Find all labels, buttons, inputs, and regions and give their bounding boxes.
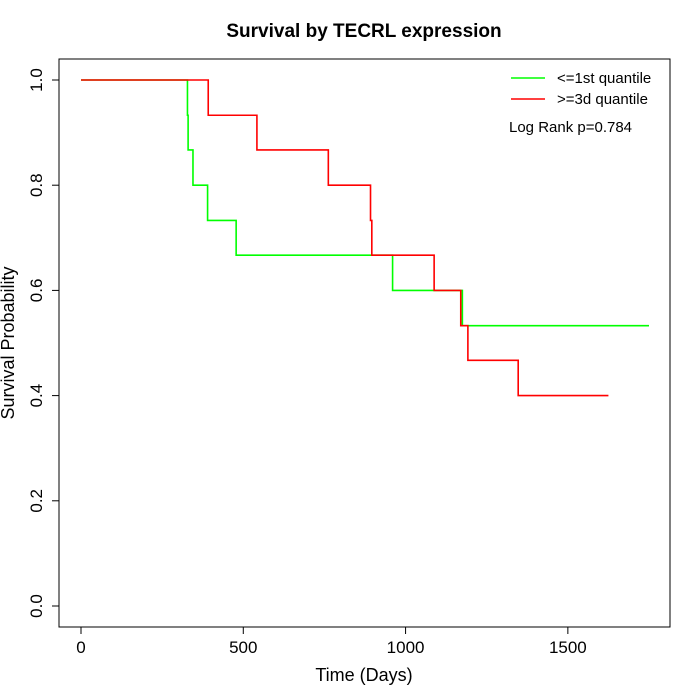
axes: 0 500 1000 1500 0.0 0.2 0.4 0.6 0.8 1.0	[27, 68, 587, 657]
y-tick-label: 0.8	[27, 173, 46, 197]
legend-label: >=3d quantile	[557, 91, 648, 108]
x-tick-label: 0	[76, 638, 85, 657]
y-axis-label: Survival Probability	[0, 266, 18, 419]
chart-title: Survival by TECRL expression	[226, 21, 501, 42]
y-tick-label: 0.4	[27, 384, 46, 408]
y-tick-label: 0.0	[27, 594, 46, 618]
log-rank-annotation: Log Rank p=0.784	[509, 119, 632, 136]
x-axis-label: Time (Days)	[315, 665, 412, 685]
x-tick-label: 500	[229, 638, 257, 657]
x-tick-label: 1500	[549, 638, 587, 657]
plot-frame	[58, 58, 671, 628]
series-line-2	[81, 79, 609, 397]
y-tick-label: 1.0	[27, 68, 46, 92]
legend-label: <=1st quantile	[557, 70, 651, 87]
legend: <=1st quantile >=3d quantile	[511, 70, 651, 108]
y-tick-label: 0.2	[27, 489, 46, 513]
series-layer	[81, 79, 649, 397]
series-line-1	[81, 79, 649, 327]
x-tick-label: 1000	[387, 638, 425, 657]
y-tick-label: 0.6	[27, 279, 46, 303]
